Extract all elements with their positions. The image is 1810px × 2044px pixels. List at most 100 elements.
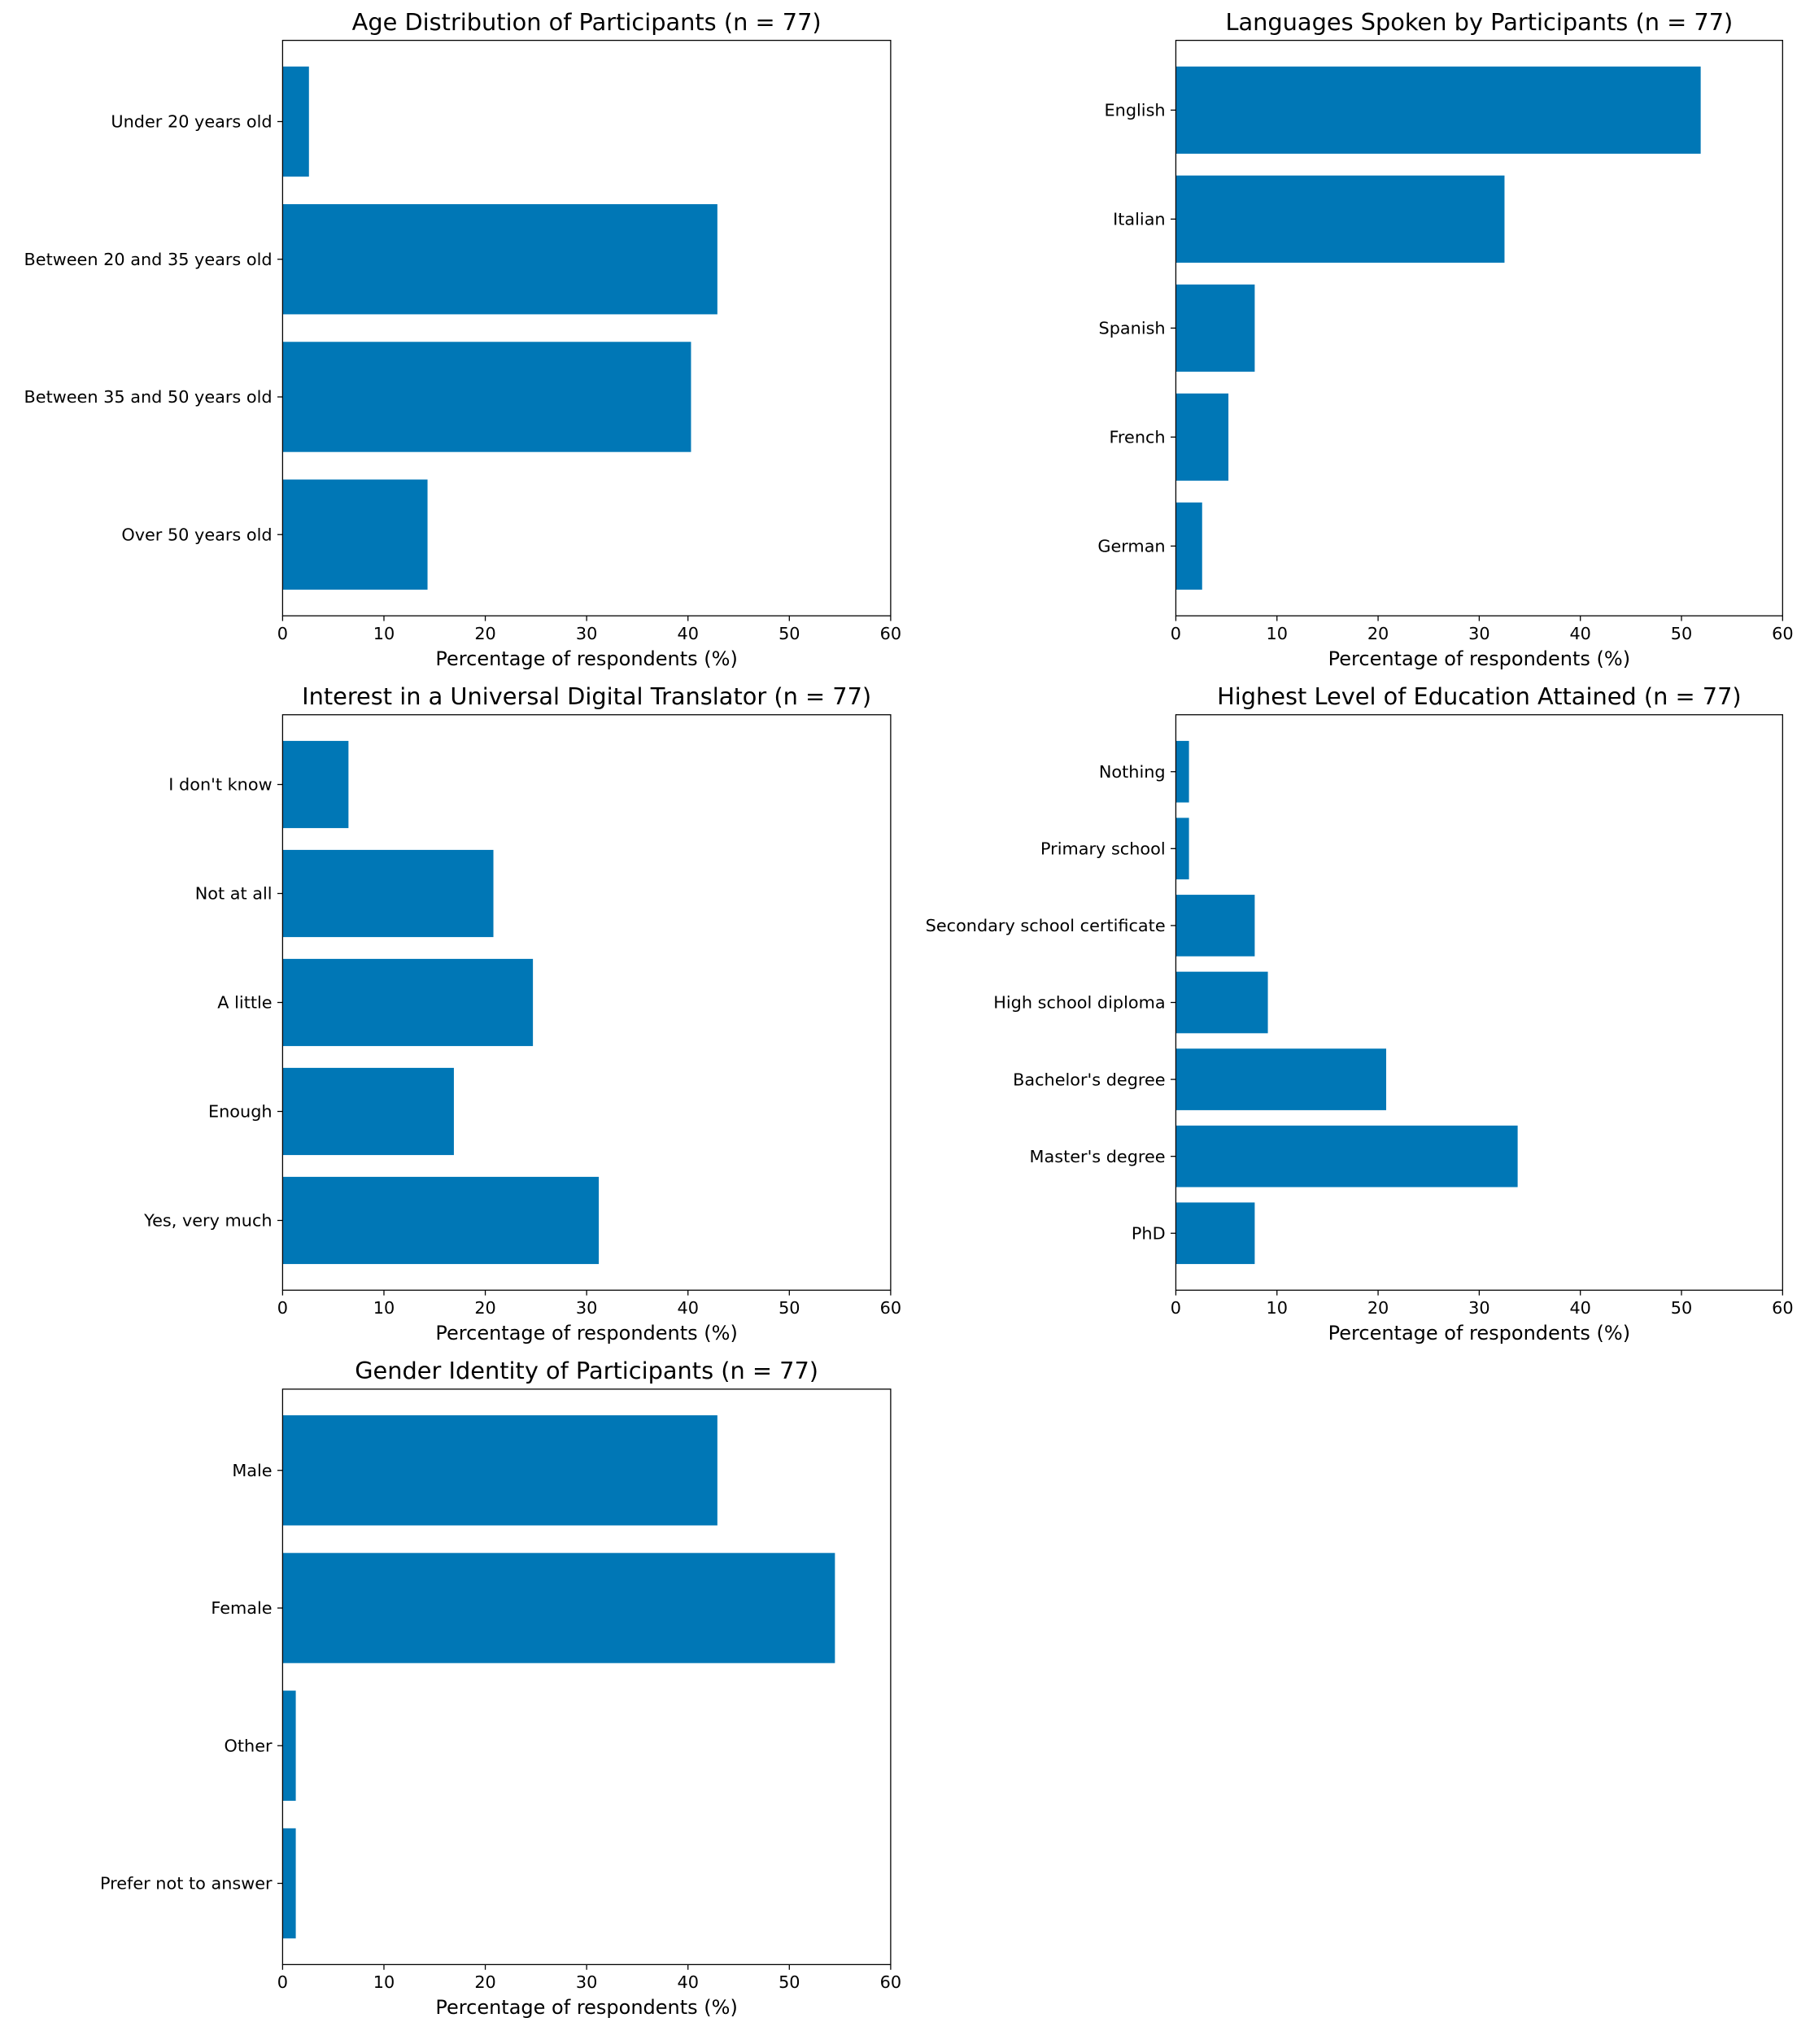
y-tick-label: Female <box>211 1598 272 1618</box>
y-tick-label: French <box>1109 428 1165 447</box>
x-tick-label: 40 <box>677 1972 698 1992</box>
bar <box>282 1553 835 1663</box>
x-tick-label: 60 <box>1772 624 1793 643</box>
y-tick-label: Yes, very much <box>143 1211 272 1231</box>
y-tick-label: Other <box>225 1736 273 1755</box>
x-tick-label: 0 <box>277 624 288 643</box>
x-tick-label: 20 <box>1367 1298 1389 1318</box>
bar <box>1175 175 1505 263</box>
y-tick-label: Between 35 and 50 years old <box>24 387 273 407</box>
x-axis-label: Percentage of respondents (%) <box>435 647 737 670</box>
x-tick-label: 30 <box>576 1972 597 1992</box>
bar <box>282 1415 717 1526</box>
x-tick-label: 0 <box>277 1972 288 1992</box>
bar <box>1175 502 1202 590</box>
y-tick-label: A little <box>217 993 272 1013</box>
x-tick-label: 60 <box>880 1298 901 1318</box>
y-tick-label: Over 50 years old <box>121 525 272 544</box>
x-tick-label: 0 <box>1171 624 1181 643</box>
y-tick-label: Nothing <box>1099 762 1166 782</box>
chart-title: Age Distribution of Participants (n = 77… <box>352 8 822 36</box>
bar <box>282 479 428 590</box>
y-tick-label: Under 20 years old <box>111 112 272 132</box>
bar <box>282 342 691 452</box>
y-tick-label: Male <box>232 1461 272 1480</box>
x-tick-label: 50 <box>1671 624 1692 643</box>
x-tick-label: 40 <box>1569 1298 1590 1318</box>
chart-panel-1: Under 20 years old Between 20 and 35 year… <box>24 8 902 670</box>
chart-title: Highest Level of Education Attained (n =… <box>1217 682 1742 710</box>
x-axis-label: Percentage of respondents (%) <box>435 1996 737 2019</box>
y-tick-label: Primary school <box>1040 839 1166 859</box>
y-tick-label: I don't know <box>168 775 272 795</box>
x-tick-label: 30 <box>576 624 597 643</box>
x-tick-label: 20 <box>1367 624 1389 643</box>
y-tick-label: PhD <box>1132 1223 1166 1243</box>
bar <box>1175 1202 1255 1265</box>
y-tick-label: Not at all <box>195 884 273 904</box>
bar <box>1175 393 1229 481</box>
x-axis-label: Percentage of respondents (%) <box>1328 647 1630 670</box>
y-tick-label: English <box>1105 101 1166 120</box>
y-tick-label: German <box>1097 537 1165 556</box>
x-tick-label: 40 <box>677 1298 698 1318</box>
chart-panel-3: I don't know Not at all A little Enough Yes,… <box>143 682 901 1345</box>
y-tick-label: Spanish <box>1099 319 1166 338</box>
y-tick-label: Prefer not to answer <box>100 1874 273 1894</box>
x-tick-label: 0 <box>277 1298 288 1318</box>
x-axis-label: Percentage of respondents (%) <box>1328 1322 1630 1345</box>
bar <box>1175 66 1701 154</box>
y-tick-label: Enough <box>208 1102 273 1122</box>
x-tick-label: 60 <box>880 624 901 643</box>
bar <box>282 849 494 938</box>
chart-panel-2: English Italian Spanish French German 0 10 20 30… <box>1097 8 1793 670</box>
bar <box>1175 971 1268 1034</box>
y-tick-label: Italian <box>1113 210 1166 229</box>
x-tick-label: 10 <box>1267 624 1288 643</box>
bar <box>282 204 717 315</box>
bar <box>1175 1048 1387 1110</box>
y-tick-label: Master's degree <box>1030 1147 1166 1166</box>
x-axis-label: Percentage of respondents (%) <box>435 1322 737 1345</box>
y-tick-label: Bachelor's degree <box>1013 1070 1166 1089</box>
bar <box>282 1828 296 1939</box>
x-tick-label: 10 <box>1267 1298 1288 1318</box>
x-tick-label: 10 <box>373 1298 395 1318</box>
bar <box>1175 1125 1518 1188</box>
x-tick-label: 50 <box>1671 1298 1692 1318</box>
x-tick-label: 60 <box>880 1972 901 1992</box>
y-tick-label: Between 20 and 35 years old <box>24 250 273 269</box>
x-tick-label: 60 <box>1772 1298 1793 1318</box>
bar <box>282 1176 600 1265</box>
x-tick-label: 30 <box>1468 624 1489 643</box>
x-tick-label: 20 <box>474 1298 495 1318</box>
bar <box>282 66 309 177</box>
x-tick-label: 50 <box>779 1298 800 1318</box>
x-tick-label: 50 <box>779 624 800 643</box>
chart-panel-5: Male Female Other Prefer not to answer 0 10 20… <box>100 1357 901 2019</box>
y-tick-label: High school diploma <box>993 993 1165 1013</box>
x-tick-label: 10 <box>373 624 395 643</box>
x-tick-label: 20 <box>474 624 495 643</box>
chart-title: Interest in a Universal Digital Translat… <box>302 682 871 710</box>
x-tick-label: 40 <box>1569 624 1590 643</box>
chart-panel-4: Nothing Primary school Secondary school ce… <box>926 682 1794 1345</box>
bar <box>1175 817 1189 880</box>
x-tick-label: 40 <box>677 624 698 643</box>
bar <box>282 740 349 829</box>
x-tick-label: 50 <box>779 1972 800 1992</box>
x-tick-label: 30 <box>576 1298 597 1318</box>
chart-title: Languages Spoken by Participants (n = 77… <box>1225 8 1733 36</box>
bar <box>1175 740 1189 803</box>
bar <box>282 1067 454 1156</box>
bar <box>1175 895 1255 957</box>
x-tick-label: 20 <box>474 1972 495 1992</box>
x-tick-label: 30 <box>1468 1298 1489 1318</box>
chart-title: Gender Identity of Participants (n = 77) <box>355 1357 818 1384</box>
x-tick-label: 10 <box>373 1972 395 1992</box>
x-tick-label: 0 <box>1171 1298 1181 1318</box>
bar <box>282 1690 296 1801</box>
y-tick-label: Secondary school certificate <box>926 916 1166 935</box>
bar <box>282 958 534 1047</box>
